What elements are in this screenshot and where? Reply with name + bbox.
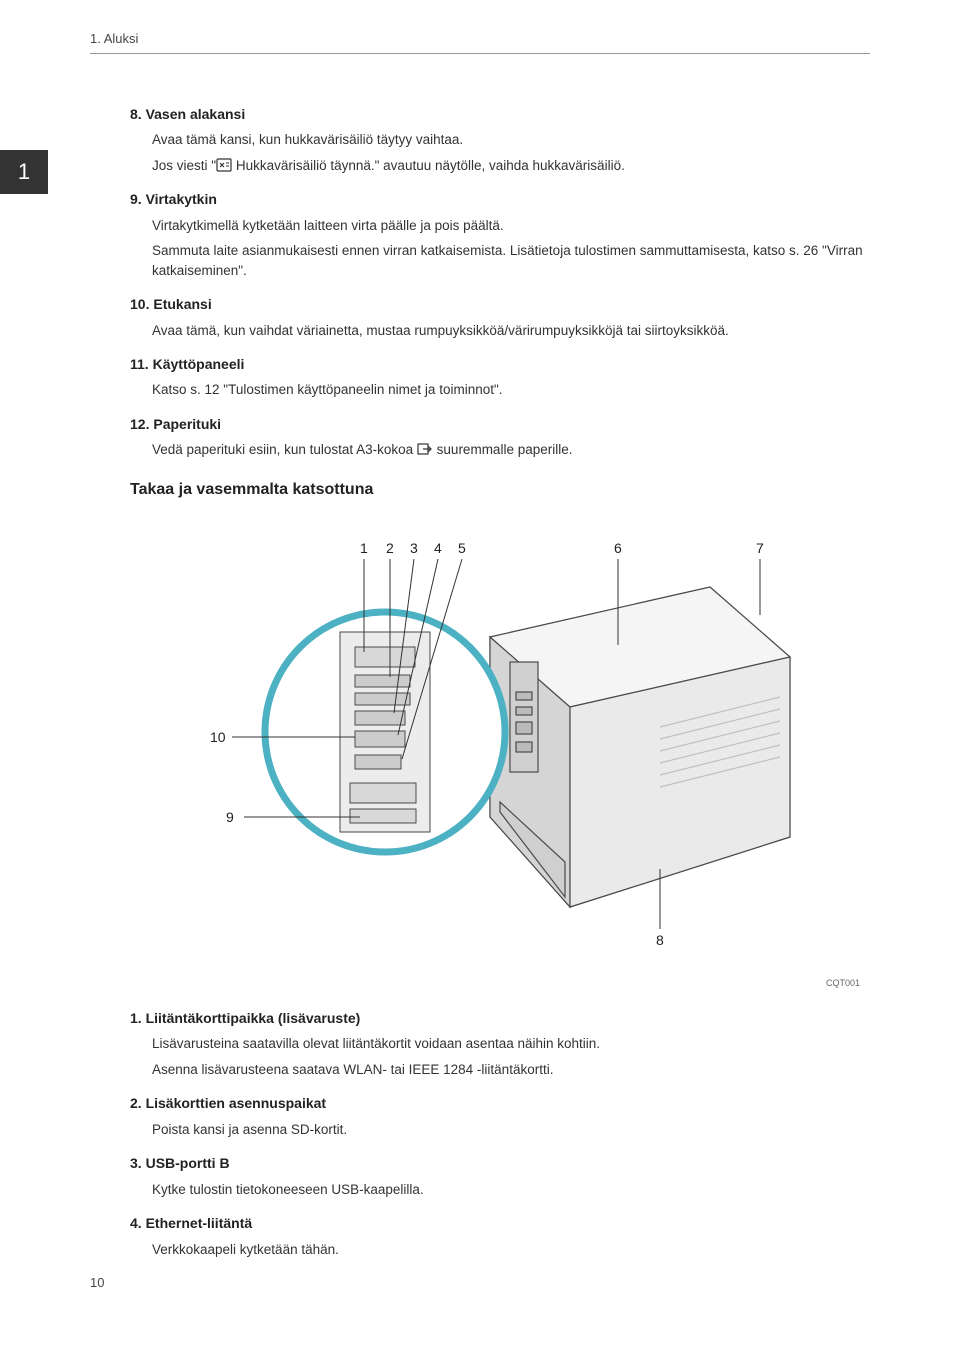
callout-5: 5: [458, 540, 466, 556]
diagram-code: CQT001: [130, 977, 860, 990]
item-body: Verkkokaapeli kytketään tähän.: [152, 1240, 870, 1260]
items_top-item: 8. Vasen alakansi Avaa tämä kansi, kun hu…: [130, 104, 870, 175]
item-number: 12.: [130, 414, 149, 434]
item-number: 3.: [130, 1153, 142, 1173]
chapter-marker: 1: [0, 150, 48, 194]
callout-6: 6: [614, 540, 622, 556]
callout-7: 7: [756, 540, 764, 556]
item-body: Kytke tulostin tietokoneeseen USB-kaapel…: [152, 1180, 870, 1200]
item-paragraph: Sammuta laite asianmukaisesti ennen virr…: [152, 241, 870, 280]
item-title: Lisäkorttien asennuspaikat: [146, 1095, 327, 1111]
item-paragraph: Vedä paperituki esiin, kun tulostat A3-k…: [152, 440, 870, 460]
item-body: Poista kansi ja asenna SD-kortit.: [152, 1120, 870, 1140]
callout-3: 3: [410, 540, 418, 556]
callout-9: 9: [226, 809, 234, 825]
header-breadcrumb: 1. Aluksi: [90, 30, 870, 54]
item-title: Etukansi: [153, 296, 211, 312]
item-number: 2.: [130, 1093, 142, 1113]
item-paragraph: Avaa tämä kansi, kun hukkavärisäiliö täy…: [152, 130, 870, 150]
page-number: 10: [90, 1274, 104, 1293]
item-body: Avaa tämä kansi, kun hukkavärisäiliö täy…: [152, 130, 870, 175]
item-title: Vasen alakansi: [146, 106, 246, 122]
items_top-item: 11. Käyttöpaneeli Katso s. 12 "Tulostimen…: [130, 354, 870, 400]
item-title: Käyttöpaneeli: [153, 356, 245, 372]
callout-2: 2: [386, 540, 394, 556]
printer-rear-diagram: 1 2 3 4 5 6 7 8: [190, 517, 810, 957]
items_bottom-item: 2. Lisäkorttien asennuspaikat Poista kans…: [130, 1093, 870, 1139]
item-number: 4.: [130, 1213, 142, 1233]
item-title: Ethernet-liitäntä: [146, 1215, 253, 1231]
item-paragraph: Katso s. 12 "Tulostimen käyttöpaneelin n…: [152, 380, 870, 400]
callout-4: 4: [434, 540, 442, 556]
items_bottom-item: 1. Liitäntäkorttipaikka (lisävaruste) Lis…: [130, 1008, 870, 1079]
item-number: 10.: [130, 294, 149, 314]
items_top-item: 12. Paperituki Vedä paperituki esiin, kun…: [130, 414, 870, 460]
item-paragraph: Lisävarusteina saatavilla olevat liitänt…: [152, 1034, 870, 1054]
item-body: Lisävarusteina saatavilla olevat liitänt…: [152, 1034, 870, 1079]
item-title: Virtakytkin: [146, 191, 217, 207]
item-number: 11.: [130, 354, 149, 374]
item-body: Virtakytkimellä kytketään laitteen virta…: [152, 216, 870, 281]
item-number: 1.: [130, 1008, 142, 1028]
items_top-item: 9. Virtakytkin Virtakytkimellä kytketään …: [130, 189, 870, 280]
item-paragraph: Avaa tämä, kun vaihdat väriainetta, must…: [152, 321, 870, 341]
item-paragraph: Jos viesti " Hukkavärisäiliö täynnä." av…: [152, 156, 870, 176]
callout-10: 10: [210, 729, 226, 745]
items_bottom-item: 3. USB-portti B Kytke tulostin tietokonee…: [130, 1153, 870, 1199]
item-paragraph: Asenna lisävarusteena saatava WLAN- tai …: [152, 1060, 870, 1080]
main-content: 8. Vasen alakansi Avaa tämä kansi, kun hu…: [90, 104, 870, 1259]
item-body: Avaa tämä, kun vaihdat väriainetta, must…: [152, 321, 870, 341]
item-title: Paperituki: [153, 416, 221, 432]
items_bottom-item: 4. Ethernet-liitäntä Verkkokaapeli kytket…: [130, 1213, 870, 1259]
items_top-item: 10. Etukansi Avaa tämä, kun vaihdat väria…: [130, 294, 870, 340]
item-paragraph: Virtakytkimellä kytketään laitteen virta…: [152, 216, 870, 236]
item-title: Liitäntäkorttipaikka (lisävaruste): [146, 1010, 361, 1026]
callout-1: 1: [360, 540, 368, 556]
subheading-rear-left-view: Takaa ja vasemmalta katsottuna: [130, 478, 870, 501]
item-paragraph: Verkkokaapeli kytketään tähän.: [152, 1240, 870, 1260]
item-paragraph: Poista kansi ja asenna SD-kortit.: [152, 1120, 870, 1140]
item-body: Vedä paperituki esiin, kun tulostat A3-k…: [152, 440, 870, 460]
item-paragraph: Kytke tulostin tietokoneeseen USB-kaapel…: [152, 1180, 870, 1200]
callout-8: 8: [656, 932, 664, 948]
item-body: Katso s. 12 "Tulostimen käyttöpaneelin n…: [152, 380, 870, 400]
item-title: USB-portti B: [146, 1155, 230, 1171]
item-number: 9.: [130, 189, 142, 209]
item-number: 8.: [130, 104, 142, 124]
